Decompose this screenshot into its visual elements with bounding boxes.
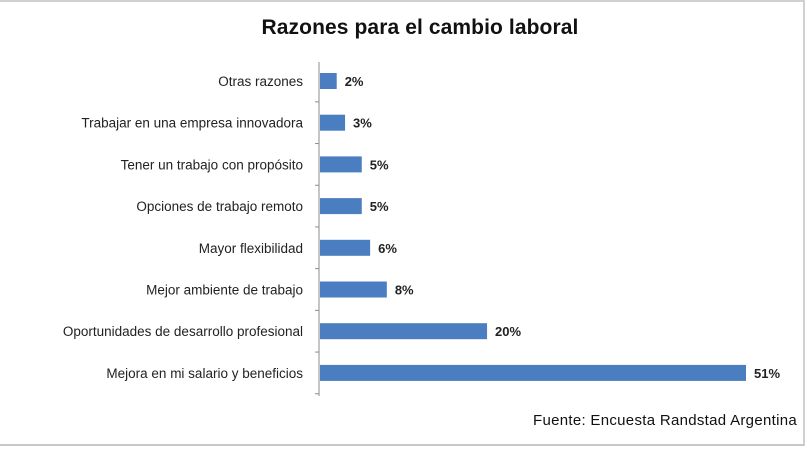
category-label: Mejora en mi salario y beneficios — [106, 366, 303, 381]
data-label: 20% — [495, 324, 521, 339]
bar — [320, 239, 371, 256]
chart-frame — [0, 0, 805, 446]
bar — [320, 156, 362, 173]
bar — [320, 364, 746, 381]
category-label: Tener un trabajo con propósito — [121, 157, 303, 172]
data-label: 3% — [353, 116, 372, 131]
category-label: Otras razones — [218, 74, 303, 89]
data-label: 51% — [754, 366, 780, 381]
category-label: Trabajar en una empresa innovadora — [81, 116, 303, 131]
category-label: Opciones de trabajo remoto — [136, 199, 303, 214]
source-note: Fuente: Encuesta Randstad Argentina — [532, 412, 797, 429]
data-label: 5% — [370, 199, 389, 214]
data-label: 8% — [395, 283, 414, 298]
data-label: 5% — [370, 157, 389, 172]
bar — [320, 114, 346, 131]
bar — [320, 73, 337, 89]
data-label: 6% — [378, 241, 397, 256]
data-label: 2% — [345, 74, 364, 89]
category-label: Oportunidades de desarrollo profesional — [63, 324, 303, 339]
category-label: Mayor flexibilidad — [199, 241, 303, 256]
bar — [320, 323, 488, 340]
bar — [320, 198, 362, 215]
bar — [320, 281, 387, 298]
chart-title: Razones para el cambio laboral — [261, 16, 579, 39]
category-label: Mejor ambiente de trabajo — [146, 283, 303, 298]
